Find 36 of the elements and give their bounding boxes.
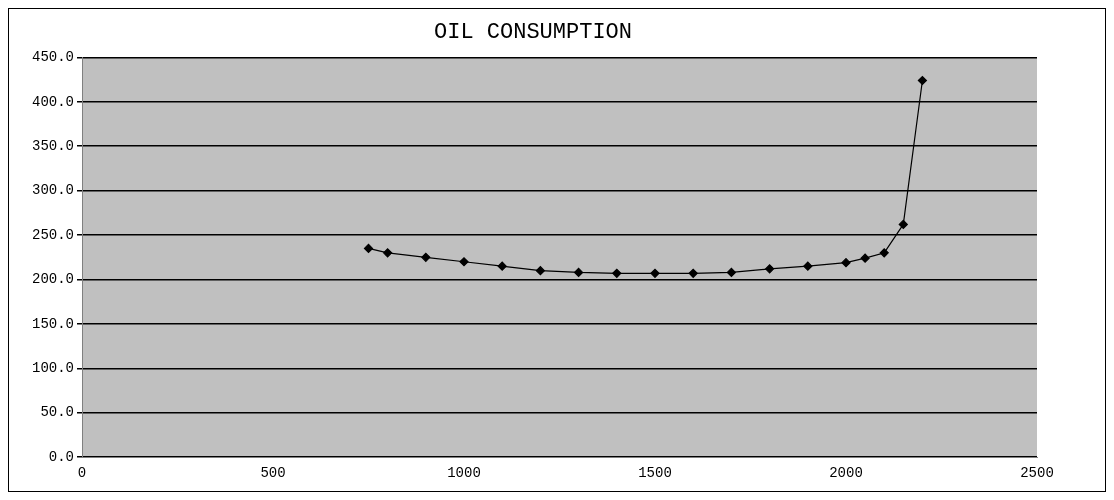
- point: [497, 261, 507, 271]
- y-tick-label: 300.0: [31, 182, 75, 199]
- point: [879, 248, 889, 258]
- y-tick-label: 350.0: [31, 137, 75, 154]
- point: [650, 268, 660, 278]
- point: [612, 268, 622, 278]
- point: [765, 264, 775, 274]
- y-tick-label: 450.0: [31, 49, 75, 66]
- y-tick-label: 50.0: [40, 404, 75, 421]
- x-tick-label: 2500: [1020, 465, 1054, 482]
- point: [383, 248, 393, 258]
- y-tick-label: 0.0: [48, 448, 75, 465]
- chart-title: OIL CONSUMPTION: [433, 20, 633, 46]
- point: [421, 252, 431, 262]
- point: [459, 257, 469, 267]
- point: [688, 268, 698, 278]
- point: [726, 267, 736, 277]
- x-tick-label: 500: [260, 465, 286, 482]
- y-tick-label: 150.0: [31, 315, 75, 332]
- point: [841, 258, 851, 268]
- point: [803, 261, 813, 271]
- point: [898, 219, 908, 230]
- x-tick-label: 2000: [829, 465, 863, 482]
- y-tick-label: 400.0: [31, 93, 75, 110]
- point: [363, 243, 374, 254]
- x-tick-label: 1000: [447, 465, 481, 482]
- point: [574, 267, 584, 277]
- y-tick-label: 250.0: [31, 226, 75, 243]
- y-tick-label: 200.0: [31, 271, 75, 288]
- point: [535, 266, 545, 276]
- x-tick-label: 0: [77, 465, 87, 482]
- point: [860, 253, 870, 263]
- point: [917, 75, 927, 86]
- x-tick-label: 1500: [638, 465, 672, 482]
- y-tick-label: 100.0: [31, 360, 75, 377]
- chart-frame: OIL CONSUMPTION 0 500 1000 1500 2000 2500 0.0 50.0 100.0 150.0 200.0 250.0 300.0 350.0 400.0 450.0: [8, 8, 1106, 492]
